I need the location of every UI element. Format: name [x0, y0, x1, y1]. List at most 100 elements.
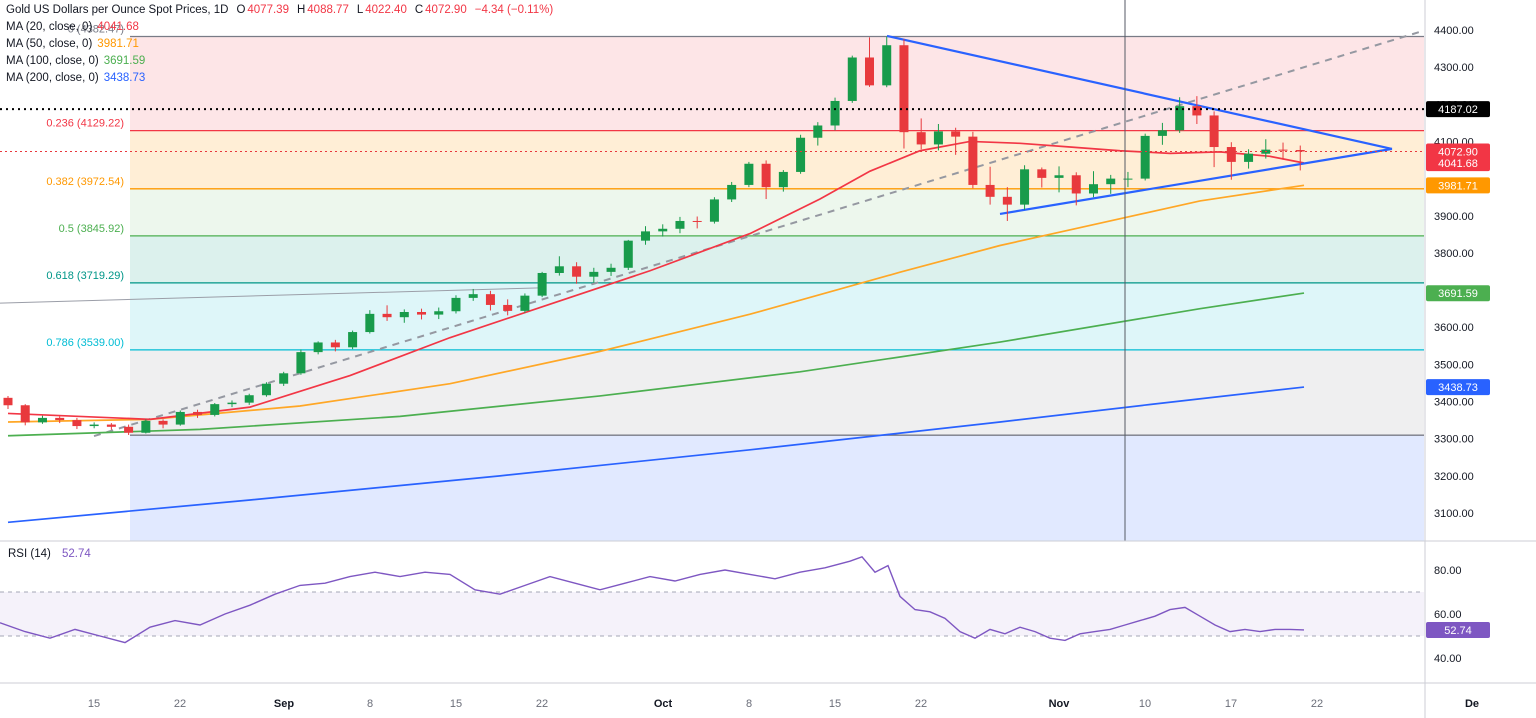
trendline-blue — [886, 34, 1393, 150]
price-axis-badge-label: 3691.59 — [1438, 288, 1478, 300]
candle-body — [1106, 178, 1116, 185]
candle-body — [675, 220, 685, 229]
time-axis-label[interactable]: 15 — [829, 698, 841, 710]
candle-body — [537, 272, 547, 296]
open-label: O — [236, 4, 246, 16]
ma-legend-row[interactable]: MA (200, close, 0) 3438.73 — [6, 70, 553, 87]
candle-body — [485, 294, 495, 305]
ma200-line — [7, 386, 1305, 524]
fib-level-label: 0.618 (3719.29) — [46, 270, 124, 282]
candle-body — [1295, 150, 1305, 152]
ma-legend-row[interactable]: MA (100, close, 0) 3691.59 — [6, 53, 553, 70]
candle-body — [382, 313, 392, 318]
time-axis-label[interactable]: 17 — [1225, 698, 1237, 710]
time-axis-label[interactable]: 22 — [1311, 698, 1323, 710]
time-axis-label[interactable]: 15 — [88, 698, 100, 710]
ma-legend-row[interactable]: MA (50, close, 0) 3981.71 — [6, 36, 553, 53]
candle-body — [572, 266, 582, 277]
candle-body — [813, 125, 823, 138]
candle-body — [520, 295, 530, 311]
price-axis-badge — [1426, 285, 1490, 302]
candle-body — [830, 100, 840, 126]
low-label: L — [356, 4, 364, 16]
candle-body — [985, 184, 995, 197]
chart-legend: Gold US Dollars per Ounce Spot Prices, 1… — [6, 2, 553, 87]
price-axis-tick: 3800.00 — [1434, 248, 1474, 260]
time-axis-label[interactable]: 22 — [536, 698, 548, 710]
candle-body — [641, 231, 651, 241]
ma-legend-value: 3981.71 — [97, 38, 139, 50]
time-axis-label[interactable]: 22 — [915, 698, 927, 710]
rsi-legend-value: 52.74 — [62, 548, 91, 560]
candle-body — [468, 294, 478, 298]
time-axis-label[interactable]: 22 — [174, 698, 186, 710]
fib-band — [130, 235, 1424, 283]
candle-body — [3, 397, 13, 406]
time-axis-label[interactable]: De — [1465, 698, 1479, 710]
candle-body — [1226, 147, 1236, 162]
price-axis-badge — [1426, 101, 1490, 118]
candle-body — [365, 313, 375, 333]
candle-body — [554, 266, 564, 273]
fib-level-label: 0 (4382.47) — [68, 24, 124, 36]
candle-body — [434, 311, 444, 315]
fib-band — [130, 188, 1424, 236]
fib-band — [130, 282, 1424, 350]
ma-legend-value: 4041.68 — [97, 21, 139, 33]
close-label: C — [414, 4, 424, 16]
candle-body — [503, 304, 513, 311]
dashed-trendline-gray — [93, 30, 1421, 438]
price-axis-tick: 3100.00 — [1434, 508, 1474, 520]
candle-body — [244, 395, 254, 403]
open-value: 4077.39 — [247, 4, 289, 16]
price-axis-tick: 4400.00 — [1434, 25, 1474, 37]
candle-body — [296, 352, 306, 374]
candle-body — [1020, 169, 1030, 205]
candle-body — [55, 417, 65, 421]
ma-legend-row[interactable]: MA (20, close, 0) 4041.68 — [6, 19, 553, 36]
price-axis-tick: 3900.00 — [1434, 211, 1474, 223]
candle-body — [451, 297, 461, 312]
time-axis-label[interactable]: 8 — [746, 698, 752, 710]
symbol-title[interactable]: Gold US Dollars per Ounce Spot Prices, 1… — [6, 4, 229, 16]
candle-body — [1123, 178, 1133, 180]
candle-body — [606, 267, 616, 272]
candle-body — [727, 184, 737, 200]
time-axis-label[interactable]: 8 — [367, 698, 373, 710]
rsi-legend-label[interactable]: RSI (14) — [8, 548, 51, 560]
ma20-line — [7, 140, 1305, 421]
candle-body — [330, 342, 340, 348]
fib-level-label: 0.5 (3845.92) — [59, 223, 124, 235]
time-axis-label[interactable]: 10 — [1139, 698, 1151, 710]
ma-legend-value: 3438.73 — [103, 72, 146, 84]
candle-body — [1192, 106, 1202, 116]
fib-band — [130, 435, 1424, 542]
candle-body — [89, 424, 99, 427]
candle-body — [1209, 115, 1219, 148]
candle-body — [1088, 184, 1098, 194]
candle-body — [279, 373, 289, 384]
candle-body — [210, 404, 220, 415]
time-axis-label[interactable]: Oct — [654, 698, 673, 710]
candle-body — [899, 45, 909, 133]
price-axis-badge — [1426, 177, 1490, 194]
candle-body — [1002, 196, 1012, 205]
ma50-line — [7, 184, 1305, 423]
candle-body — [313, 342, 323, 353]
time-axis-label[interactable]: Sep — [274, 698, 294, 710]
candle-body — [417, 311, 427, 315]
ma-legend-label: MA (20, close, 0) — [6, 21, 93, 33]
time-axis-label[interactable]: Nov — [1049, 698, 1071, 710]
candle-body — [1037, 169, 1047, 178]
fib-level-label: 0.382 (3972.54) — [46, 176, 124, 188]
time-axis-label[interactable]: 15 — [450, 698, 462, 710]
candle-body — [623, 240, 633, 268]
candle-body — [847, 57, 857, 101]
rsi-line — [0, 555, 1305, 644]
high-label: H — [296, 4, 306, 16]
fib-level-label: 0.786 (3539.00) — [46, 337, 124, 349]
aux-trendline-gray — [0, 287, 541, 304]
candle-body — [951, 131, 961, 137]
candle-body — [589, 271, 599, 277]
